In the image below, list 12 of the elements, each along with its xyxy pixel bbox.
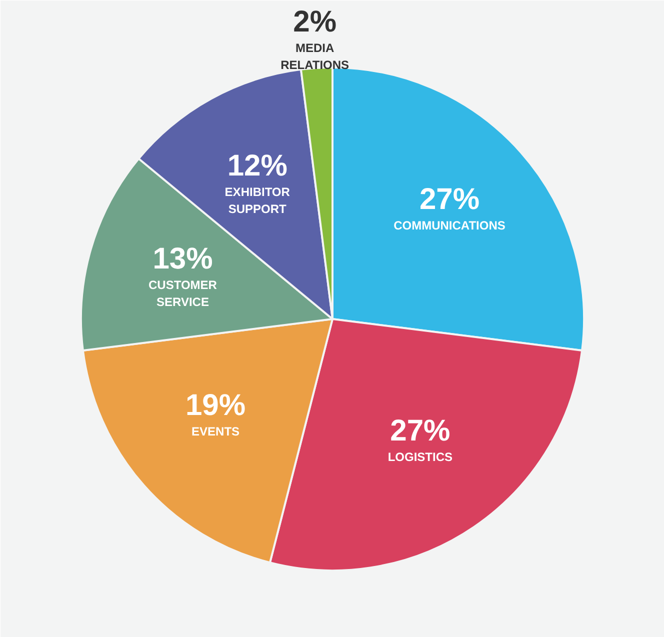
slice-label: CUSTOMER SERVICE [148, 278, 218, 309]
data-label: 2% [293, 6, 336, 39]
slice-label: MEDIA RELATIONS [280, 41, 350, 72]
slice-label: EVENTS [192, 424, 240, 438]
data-label: 13% [152, 242, 213, 276]
data-label: 19% [185, 388, 246, 422]
slice-label: EXHIBITOR SUPPORT [224, 185, 290, 216]
slice-label: COMMUNICATIONS [394, 218, 506, 233]
data-label: 12% [227, 150, 288, 183]
slice-label: LOGISTICS [388, 450, 452, 464]
data-label: 27% [419, 183, 480, 216]
data-label: 27% [390, 414, 450, 448]
